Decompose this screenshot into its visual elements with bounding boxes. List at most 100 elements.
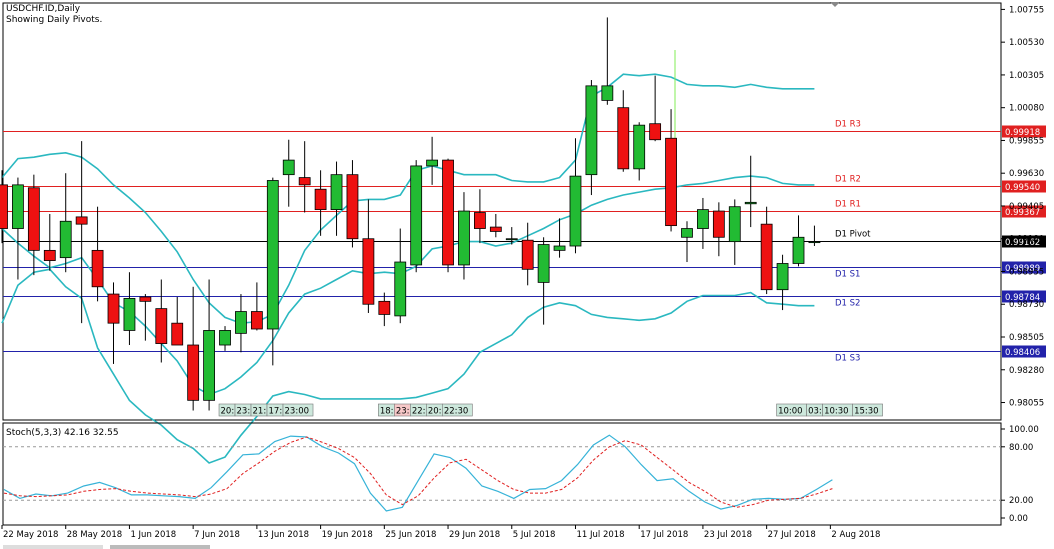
date-tick-label: 7 Jun 2018 xyxy=(194,530,240,540)
date-tick-label: 11 Jul 2018 xyxy=(576,530,624,540)
pivot-price-badge xyxy=(1002,261,1046,274)
pivot-label-d1-s2: D1 S2 xyxy=(835,299,860,309)
horizontal-scrollbar xyxy=(3,545,103,549)
candle-bull xyxy=(505,238,518,241)
candle-bull xyxy=(681,228,693,238)
time-tag-label: 20: xyxy=(428,407,442,417)
price-tick-label: 0.99630 xyxy=(1009,169,1044,179)
bollinger-bands xyxy=(1,50,815,464)
candle-bull xyxy=(569,175,582,247)
pivot-label-d1-r1: D1 R1 xyxy=(835,200,861,210)
date-tick-label: 25 Jun 2018 xyxy=(385,530,436,540)
chart-subtitle: Showing Daily Pivots. xyxy=(6,15,102,25)
scroll-marker-icon[interactable] xyxy=(830,2,840,7)
price-tick-label: 1.00530 xyxy=(1009,38,1044,48)
chart-symbol-title: USDCHF.ID,Daily xyxy=(6,4,81,14)
date-tick-label: 2 Aug 2018 xyxy=(831,530,880,540)
candle-bear xyxy=(665,137,677,227)
candle-bull xyxy=(330,174,343,211)
candle-bear xyxy=(712,210,725,238)
pivot-label-d1-s1: D1 S1 xyxy=(835,270,860,280)
pivot-price-badge xyxy=(1002,235,1046,248)
pivot-price-badge xyxy=(1002,290,1046,303)
stoch-tick-label: 100.00 xyxy=(1009,425,1039,435)
date-tick-label: 13 Jun 2018 xyxy=(258,530,309,540)
candle-bear xyxy=(521,239,534,270)
scrollbar-thumb xyxy=(110,545,210,549)
price-tick-label: 0.99855 xyxy=(1009,136,1044,146)
time-tag-label: 17: xyxy=(269,407,283,417)
time-tag-box xyxy=(442,403,473,417)
candle-bear xyxy=(107,293,120,324)
candle-bull xyxy=(601,85,614,101)
date-tick-label: 23 Jul 2018 xyxy=(704,530,752,540)
bollinger-upper-band xyxy=(1,73,815,325)
candle-bull xyxy=(728,206,741,243)
price-tick-label: 0.99405 xyxy=(1009,202,1044,212)
candle-bull xyxy=(585,85,598,176)
pivot-price-badge xyxy=(1002,125,1046,138)
time-tag-box xyxy=(282,403,314,417)
candle-bear xyxy=(442,159,454,266)
candle-bull xyxy=(203,330,215,401)
bollinger-lower-band xyxy=(1,268,815,464)
candle-bear xyxy=(473,212,486,229)
candle-bear xyxy=(27,187,40,251)
candle-bull xyxy=(394,261,407,317)
time-tag-label: 03: xyxy=(808,407,822,417)
candle-bear xyxy=(139,296,152,302)
candle-bull xyxy=(219,330,231,346)
pivot-label-d1-s3: D1 S3 xyxy=(835,354,860,364)
candle-bear xyxy=(298,177,311,186)
pivot-price-badge xyxy=(1002,205,1046,218)
candle-bull xyxy=(235,311,247,334)
candle-bear xyxy=(43,249,56,261)
price-tick-label: 1.00305 xyxy=(1009,71,1044,81)
time-tag-box xyxy=(852,403,883,417)
candle-bear xyxy=(75,216,88,225)
candle-bull xyxy=(458,210,470,266)
candle-bear xyxy=(378,300,391,315)
date-tick-label: 29 Jun 2018 xyxy=(449,530,500,540)
pivot-price-badge xyxy=(1002,180,1046,193)
stoch-panel-frame xyxy=(2,422,1002,526)
candle-bull xyxy=(744,201,757,205)
candle-bull xyxy=(59,220,72,259)
candle-bear xyxy=(250,311,263,330)
stoch-header: Stoch(5,3,3) 42.16 32.55 xyxy=(6,428,119,438)
date-tick-label: 17 Jul 2018 xyxy=(640,530,688,540)
date-tick-label: 1 Jun 2018 xyxy=(130,530,176,540)
pivot-levels: D1 R3 0.99918 D1 R2 0.99540 D1 R1 0.99367 D1 P… xyxy=(3,120,1046,364)
price-tick-label: 0.99180 xyxy=(1009,235,1044,245)
time-tag-label: 22: xyxy=(412,407,426,417)
pivot-price-value: 0.99918 xyxy=(1005,128,1040,138)
stoch-signal-line xyxy=(3,436,833,508)
price-tick-label: 0.98055 xyxy=(1009,399,1044,409)
candle-bear xyxy=(91,249,104,288)
candle-bull xyxy=(633,124,646,170)
price-tick-label: 1.00080 xyxy=(1009,104,1044,114)
time-tag-label: 10:00 xyxy=(778,407,803,417)
candle-bear xyxy=(362,238,375,305)
stochastic-panel[interactable]: 100.00 80.00 20.00 0.00 xyxy=(2,422,1039,526)
stoch-main-line xyxy=(3,434,833,512)
date-tick-label: 27 Jul 2018 xyxy=(768,530,816,540)
candle-bear xyxy=(617,107,630,170)
pivot-label-d1-r3: D1 R3 xyxy=(835,120,861,130)
candle-bull xyxy=(553,245,566,251)
time-tag-label: 23:00 xyxy=(285,407,310,417)
time-tags: 20: 23: 21: 17: 23:00 18: 23: 22: 20: 22:30 10:00 0… xyxy=(218,403,883,417)
price-tick-label: 0.98730 xyxy=(1009,300,1044,310)
pivot-price-value: 0.98406 xyxy=(1005,348,1040,358)
time-tag-label: 23: xyxy=(237,407,251,417)
candle-bull xyxy=(282,159,295,176)
stoch-tick-label: 80.00 xyxy=(1009,443,1033,453)
candle-bull xyxy=(537,244,550,283)
axes: 1.00755 1.00530 1.00305 1.00080 0.99855 0.996… xyxy=(1,5,1044,549)
candle-bear xyxy=(0,184,8,229)
pivot-price-badge xyxy=(1002,345,1046,358)
time-tag-label: 15:30 xyxy=(854,407,879,417)
pivot-price-value: 0.99367 xyxy=(1005,208,1040,218)
time-tag-label: 23: xyxy=(396,407,410,417)
